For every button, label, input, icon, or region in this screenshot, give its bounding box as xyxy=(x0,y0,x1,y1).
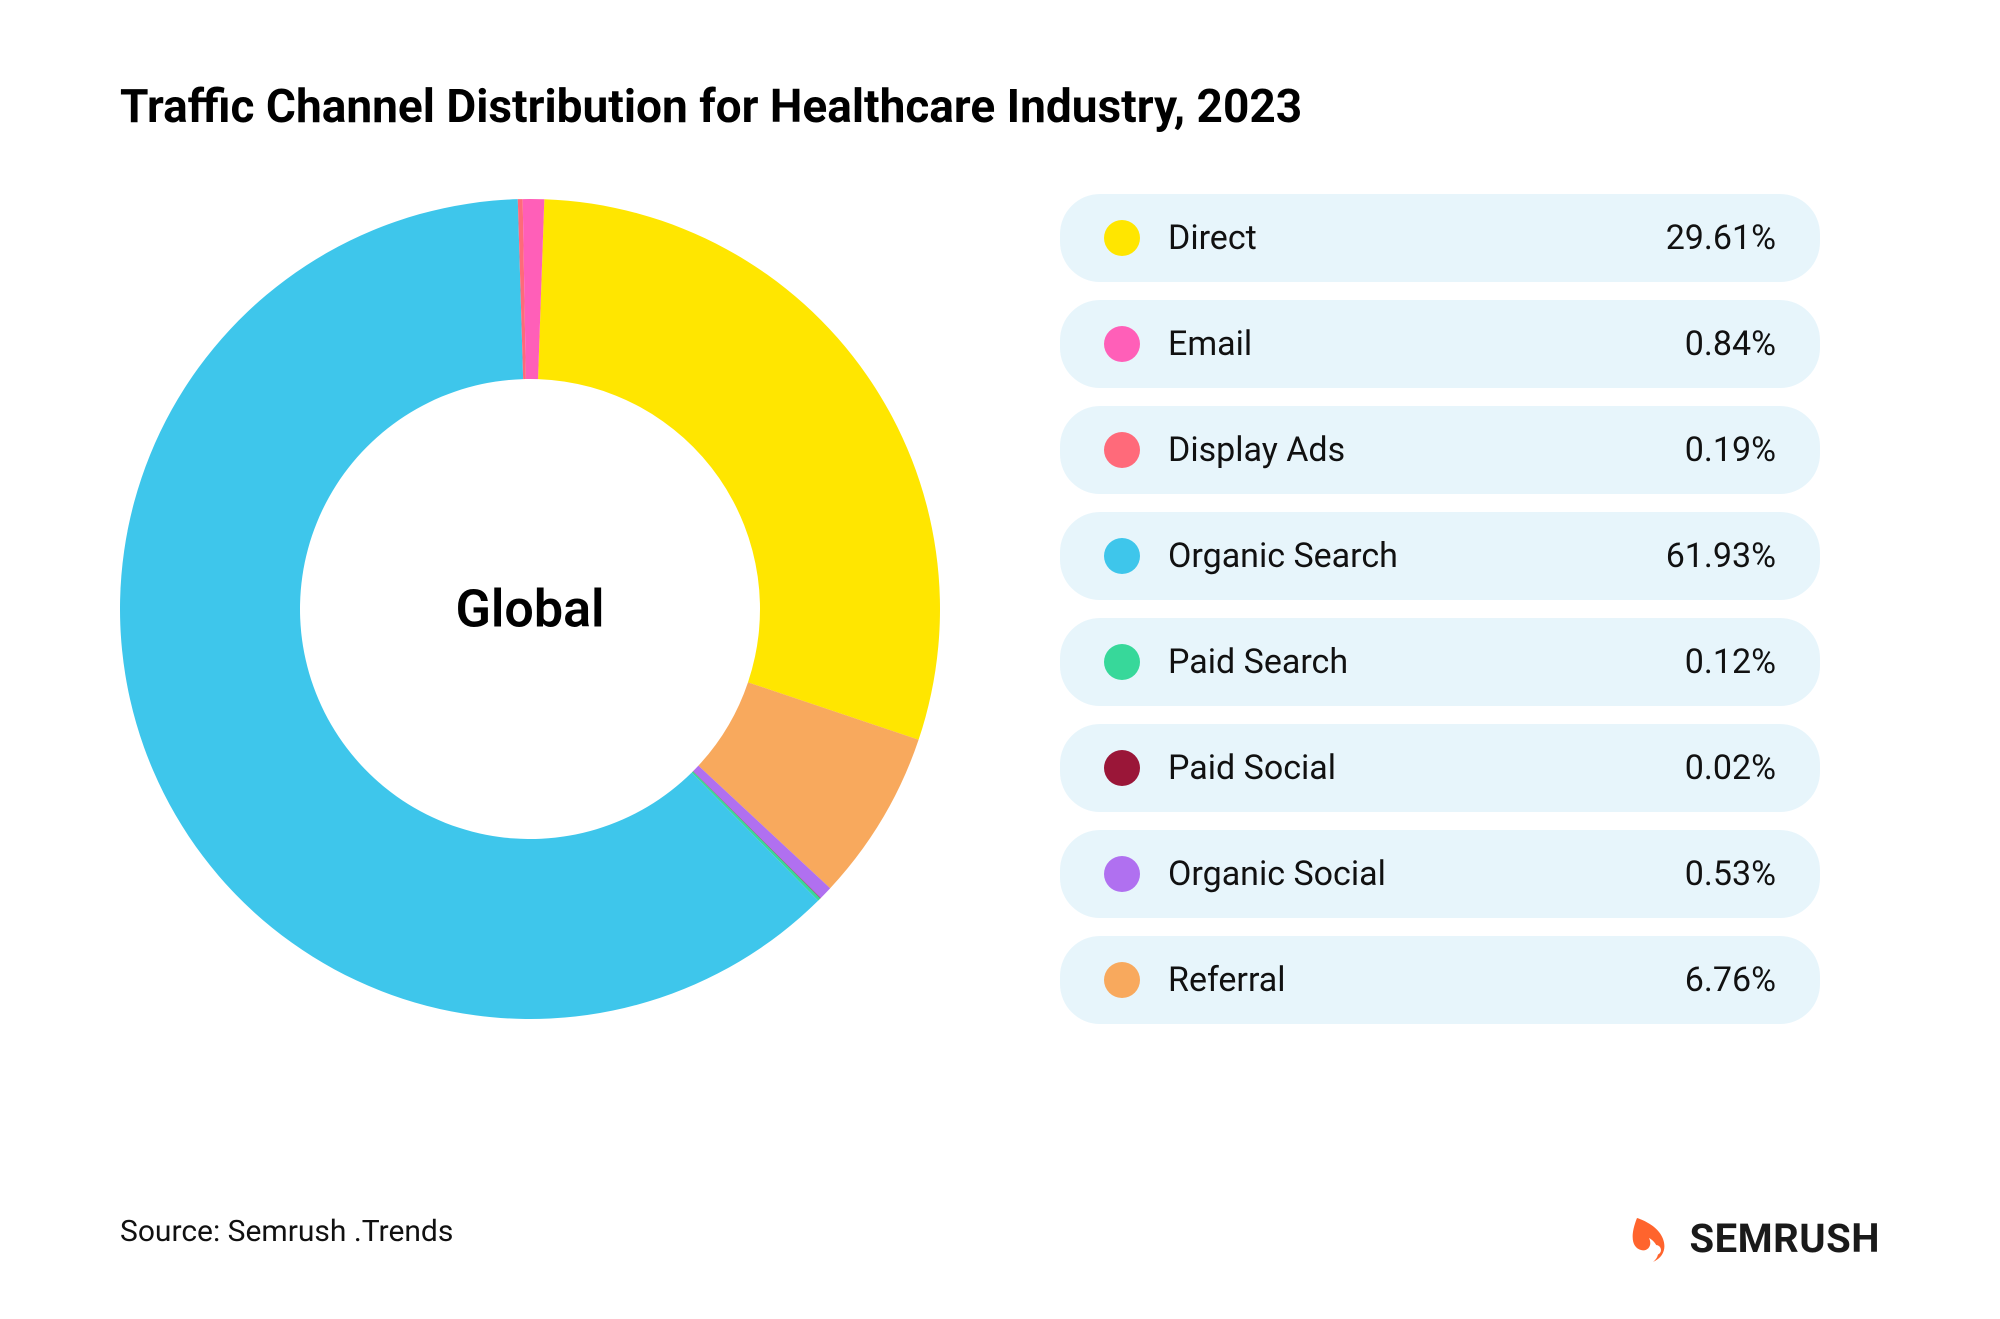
legend-item-organic-search: Organic Search61.93% xyxy=(1060,512,1820,600)
legend-swatch xyxy=(1104,432,1140,468)
legend-value: 61.93% xyxy=(1666,536,1776,576)
legend: Direct29.61% Email0.84% Display Ads0.19% Or… xyxy=(1060,194,1820,1024)
chart-content: Global Direct29.61% Email0.84% Display Ads… xyxy=(120,194,1880,1024)
legend-label: Direct xyxy=(1168,218,1666,258)
legend-item-referral: Referral6.76% xyxy=(1060,936,1820,1024)
legend-item-display-ads: Display Ads0.19% xyxy=(1060,406,1820,494)
legend-swatch xyxy=(1104,538,1140,574)
legend-value: 0.19% xyxy=(1685,430,1776,470)
legend-swatch xyxy=(1104,750,1140,786)
legend-label: Display Ads xyxy=(1168,430,1685,470)
legend-swatch xyxy=(1104,326,1140,362)
legend-label: Paid Social xyxy=(1168,748,1685,788)
legend-swatch xyxy=(1104,856,1140,892)
donut-segment-direct xyxy=(538,199,940,739)
donut-center-label: Global xyxy=(455,579,604,640)
legend-value: 0.02% xyxy=(1685,748,1776,788)
legend-value: 0.53% xyxy=(1685,854,1776,894)
legend-label: Referral xyxy=(1168,960,1685,1000)
donut-chart: Global xyxy=(120,199,940,1019)
legend-item-paid-search: Paid Search0.12% xyxy=(1060,618,1820,706)
legend-label: Organic Search xyxy=(1168,536,1666,576)
legend-item-email: Email0.84% xyxy=(1060,300,1820,388)
legend-label: Organic Social xyxy=(1168,854,1685,894)
legend-label: Email xyxy=(1168,324,1685,364)
legend-item-direct: Direct29.61% xyxy=(1060,194,1820,282)
legend-swatch xyxy=(1104,220,1140,256)
legend-value: 29.61% xyxy=(1666,218,1776,258)
legend-swatch xyxy=(1104,962,1140,998)
brand-fire-icon xyxy=(1623,1212,1675,1264)
legend-swatch xyxy=(1104,644,1140,680)
legend-value: 0.12% xyxy=(1685,642,1776,682)
legend-label: Paid Search xyxy=(1168,642,1685,682)
source-text: Source: Semrush .Trends xyxy=(120,1214,453,1249)
chart-title: Traffic Channel Distribution for Healthc… xyxy=(120,80,1880,134)
chart-container: Traffic Channel Distribution for Healthc… xyxy=(0,0,2000,1319)
legend-value: 0.84% xyxy=(1685,324,1776,364)
legend-item-organic-social: Organic Social0.53% xyxy=(1060,830,1820,918)
brand-text: SEMRUSH xyxy=(1689,1215,1880,1262)
legend-item-paid-social: Paid Social0.02% xyxy=(1060,724,1820,812)
brand-logo: SEMRUSH xyxy=(1623,1212,1880,1264)
legend-value: 6.76% xyxy=(1685,960,1776,1000)
